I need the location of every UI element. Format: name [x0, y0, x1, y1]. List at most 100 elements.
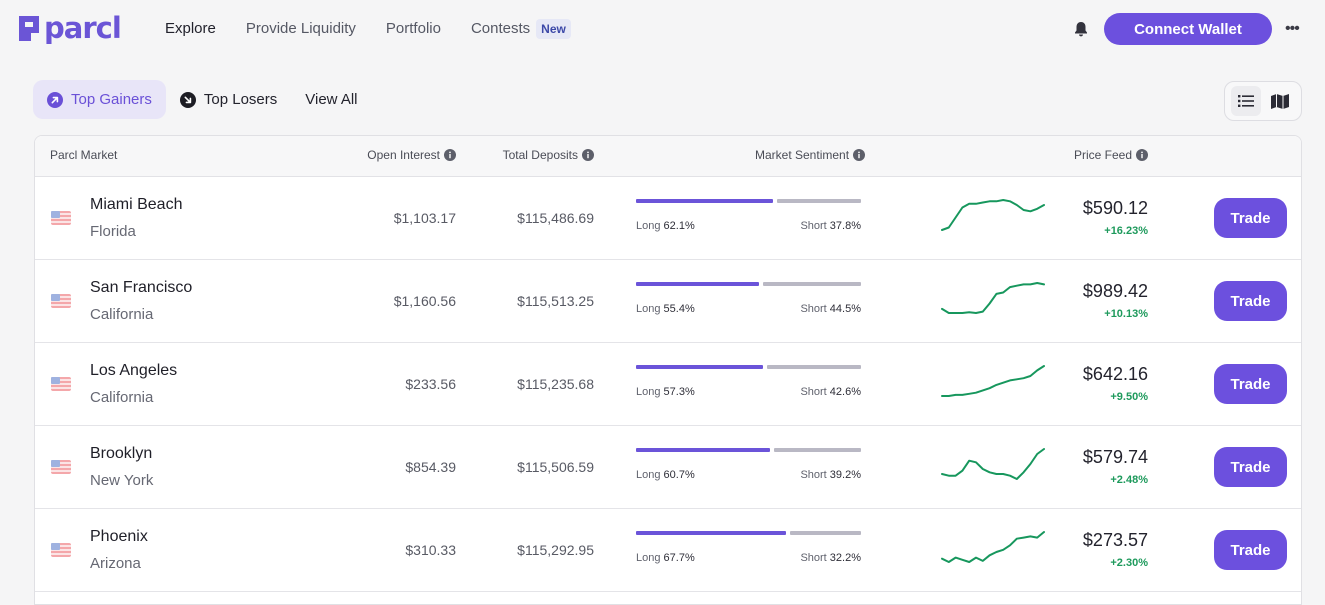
nav-portfolio[interactable]: Portfolio — [385, 20, 441, 37]
us-flag-icon — [51, 211, 71, 225]
header-market-sentiment[interactable]: Market Sentiment — [755, 148, 866, 162]
price-change: +2.30% — [1110, 557, 1148, 569]
long-prefix: Long — [636, 386, 664, 398]
trade-button[interactable]: Trade — [1214, 364, 1287, 404]
header-price-feed-label: Price Feed — [1074, 148, 1133, 162]
table-row[interactable]: Brooklyn New York $854.39 $115,506.59 Lo… — [35, 426, 1301, 509]
sentiment-bar: Long 67.7% Short 32.2% — [636, 531, 861, 571]
long-value: 67.7% — [663, 552, 695, 564]
header-price-feed[interactable]: Price Feed — [1074, 148, 1149, 162]
market-city[interactable]: Los Angeles — [90, 362, 178, 379]
nav-contests[interactable]: Contests New — [471, 18, 571, 40]
header-open-interest[interactable]: Open Interest — [367, 148, 456, 162]
header-parcl-market: Parcl Market — [50, 148, 117, 162]
price-value: $273.57 — [1082, 530, 1148, 550]
sparkline-path — [941, 365, 1045, 397]
market-state: New York — [90, 472, 154, 489]
arrow-up-right-icon — [47, 91, 63, 108]
sparkline-path — [941, 448, 1045, 480]
long-bar — [636, 531, 786, 535]
long-value: 60.7% — [663, 469, 695, 481]
total-deposits-value: $115,506.59 — [517, 459, 594, 475]
sparkline-path — [941, 199, 1045, 231]
market-state: Florida — [90, 223, 136, 240]
total-deposits-value: $115,486.69 — [517, 210, 594, 226]
arrow-down-right-icon — [179, 91, 196, 108]
long-label: Long 60.7% — [636, 469, 695, 481]
sentiment-bar: Long 60.7% Short 39.2% — [636, 448, 861, 488]
trade-button[interactable]: Trade — [1214, 198, 1287, 238]
short-value: 42.6% — [829, 386, 861, 398]
long-bar — [636, 448, 770, 452]
price-value: $579.74 — [1082, 447, 1148, 467]
table-row[interactable]: Los Angeles California $233.56 $115,235.… — [35, 343, 1301, 426]
market-city[interactable]: Phoenix — [90, 528, 148, 545]
nav-provide-liquidity[interactable]: Provide Liquidity — [245, 20, 356, 37]
total-deposits-value: $115,292.95 — [517, 542, 594, 558]
price-sparkline — [941, 365, 1045, 397]
long-bar — [636, 365, 763, 369]
table-row[interactable]: Phoenix Arizona $310.33 $115,292.95 Long… — [35, 509, 1301, 592]
total-deposits-value: $115,513.25 — [517, 293, 594, 309]
us-flag-icon — [51, 294, 71, 308]
header-total-deposits[interactable]: Total Deposits — [503, 148, 594, 162]
tab-view-all[interactable]: View All — [291, 80, 371, 119]
long-label: Long 57.3% — [636, 386, 695, 398]
market-state: Arizona — [90, 555, 141, 572]
list-icon — [1238, 95, 1254, 107]
us-flag-icon — [51, 460, 71, 474]
header-open-interest-label: Open Interest — [367, 148, 440, 162]
info-icon[interactable] — [1136, 149, 1149, 161]
short-label: Short 44.5% — [800, 303, 861, 315]
header-parcl-market-label: Parcl Market — [50, 148, 118, 162]
market-city[interactable]: Miami Beach — [90, 196, 183, 213]
long-value: 55.4% — [663, 303, 695, 315]
short-prefix: Short — [800, 386, 830, 398]
bell-icon[interactable] — [1072, 20, 1090, 38]
sentiment-bar: Long 62.1% Short 37.8% — [636, 199, 861, 239]
short-prefix: Short — [800, 469, 830, 481]
short-prefix: Short — [800, 552, 830, 564]
short-bar — [774, 448, 861, 452]
price-change: +10.13% — [1104, 308, 1148, 320]
nav-explore[interactable]: Explore — [165, 20, 216, 37]
long-value: 62.1% — [663, 220, 695, 232]
trade-button[interactable]: Trade — [1214, 281, 1287, 321]
short-bar — [767, 365, 861, 369]
sparkline-path — [941, 531, 1045, 563]
long-value: 57.3% — [663, 386, 695, 398]
open-interest-value: $1,103.17 — [393, 210, 456, 226]
price-change: +16.23% — [1104, 225, 1148, 237]
market-city[interactable]: Brooklyn — [90, 445, 153, 462]
long-prefix: Long — [636, 220, 664, 232]
long-bar — [636, 199, 773, 203]
market-city[interactable]: San Francisco — [90, 279, 193, 296]
tab-top-gainers[interactable]: Top Gainers — [33, 80, 166, 119]
info-icon[interactable] — [582, 149, 594, 161]
more-options-icon[interactable]: ••• — [1285, 20, 1300, 37]
tab-top-losers-label: Top Losers — [203, 91, 278, 108]
info-icon[interactable] — [444, 149, 456, 161]
short-label: Short 37.8% — [800, 220, 861, 232]
table-row[interactable]: Miami Beach Florida $1,103.17 $115,486.6… — [35, 177, 1301, 260]
info-icon[interactable] — [853, 149, 866, 161]
short-label: Short 42.6% — [800, 386, 861, 398]
long-bar — [636, 282, 759, 286]
table-row[interactable]: San Francisco California $1,160.56 $115,… — [35, 260, 1301, 343]
price-change: +9.50% — [1110, 391, 1148, 403]
connect-wallet-button[interactable]: Connect Wallet — [1104, 13, 1272, 45]
price-sparkline — [941, 282, 1045, 314]
trade-button[interactable]: Trade — [1214, 447, 1287, 487]
map-view-button[interactable] — [1265, 86, 1295, 116]
long-label: Long 62.1% — [636, 220, 695, 232]
trade-button[interactable]: Trade — [1214, 530, 1287, 570]
table-body: Miami Beach Florida $1,103.17 $115,486.6… — [35, 177, 1301, 592]
sentiment-bar: Long 57.3% Short 42.6% — [636, 365, 861, 405]
tab-top-losers[interactable]: Top Losers — [166, 80, 291, 119]
parcl-logo[interactable]: parcl — [17, 12, 122, 44]
short-prefix: Short — [800, 303, 830, 315]
open-interest-value: $310.33 — [405, 542, 456, 558]
list-view-button[interactable] — [1231, 86, 1261, 116]
short-bar — [777, 199, 861, 203]
open-interest-value: $1,160.56 — [393, 293, 456, 309]
